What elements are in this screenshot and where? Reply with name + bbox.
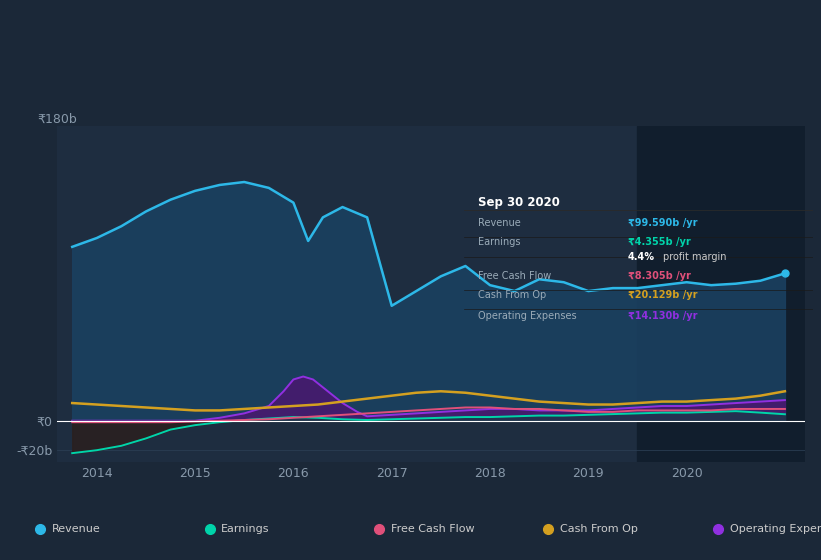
Text: ₹20.129b /yr: ₹20.129b /yr <box>628 290 697 300</box>
Text: Earnings: Earnings <box>478 237 521 248</box>
Text: ₹14.130b /yr: ₹14.130b /yr <box>628 311 697 321</box>
Text: Sep 30 2020: Sep 30 2020 <box>478 196 560 209</box>
Text: Free Cash Flow: Free Cash Flow <box>391 524 475 534</box>
Text: Operating Expenses: Operating Expenses <box>478 311 576 321</box>
Text: ₹99.590b /yr: ₹99.590b /yr <box>628 218 697 228</box>
Text: Revenue: Revenue <box>478 218 521 228</box>
Text: ₹180b: ₹180b <box>37 113 76 126</box>
Text: Revenue: Revenue <box>52 524 101 534</box>
Text: Earnings: Earnings <box>222 524 270 534</box>
Text: Free Cash Flow: Free Cash Flow <box>478 271 551 281</box>
Bar <box>637 126 805 462</box>
Text: profit margin: profit margin <box>663 251 727 262</box>
Text: 4.4%: 4.4% <box>628 251 655 262</box>
Text: Cash From Op: Cash From Op <box>478 290 546 300</box>
Text: ₹4.355b /yr: ₹4.355b /yr <box>628 237 690 248</box>
Text: Operating Expenses: Operating Expenses <box>730 524 821 534</box>
Text: Cash From Op: Cash From Op <box>560 524 638 534</box>
Text: ₹8.305b /yr: ₹8.305b /yr <box>628 271 690 281</box>
